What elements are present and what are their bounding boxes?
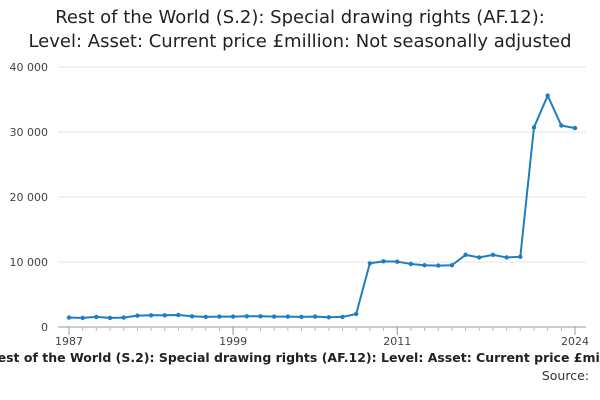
- y-tick-label: 30 000: [10, 126, 49, 139]
- data-point: [395, 259, 400, 264]
- data-point: [504, 255, 509, 260]
- line-chart: 0 10 000 20 000 30 000 40 000 1987 1999 2011 20…: [10, 61, 590, 348]
- y-tick-label: 40 000: [10, 61, 49, 74]
- data-point: [148, 313, 154, 318]
- data-point: [107, 315, 113, 321]
- data-point: [189, 314, 195, 319]
- data-point: [135, 313, 140, 318]
- data-point: [121, 315, 126, 320]
- data-point: [230, 314, 236, 319]
- chart-title: Rest of the World (S.2): Special drawing…: [0, 6, 600, 54]
- x-tick-label: 1999: [219, 335, 247, 348]
- data-point: [408, 261, 414, 267]
- data-point: [80, 315, 85, 321]
- y-tick-label: 20 000: [10, 191, 49, 204]
- x-tick-label: 1987: [55, 335, 83, 348]
- gridlines: [58, 66, 586, 263]
- data-point: [271, 314, 277, 319]
- y-tick-label: 0: [41, 321, 48, 334]
- data-point: [436, 263, 441, 268]
- data-point: [66, 315, 72, 320]
- data-point: [353, 311, 359, 317]
- data-point: [531, 125, 537, 130]
- data-point: [299, 314, 304, 320]
- chart-footer: Rest of the World (S.2): Special drawing…: [0, 350, 600, 390]
- data-point: [518, 254, 523, 259]
- data-point: [203, 314, 208, 320]
- series-line: [68, 94, 576, 319]
- series: [66, 93, 578, 321]
- data-point: [285, 314, 291, 319]
- data-point: [176, 312, 181, 318]
- data-point: [477, 255, 482, 260]
- data-point: [162, 313, 167, 318]
- data-point: [258, 314, 263, 319]
- data-point: [381, 259, 386, 264]
- data-point: [545, 93, 550, 98]
- data-point: [340, 314, 345, 320]
- data-point: [367, 261, 373, 266]
- source-label: Source:: [541, 368, 589, 383]
- x-tick-label: 2024: [561, 335, 589, 348]
- data-point: [463, 252, 468, 258]
- data-point: [244, 314, 249, 319]
- x-tick-label: 2011: [383, 335, 411, 348]
- data-point: [422, 263, 427, 268]
- chart-caption: Rest of the World (S.2): Special drawing…: [0, 350, 600, 365]
- x-tick-labels: 1987 1999 2011 2024: [55, 327, 589, 348]
- data-point: [217, 314, 222, 319]
- data-point: [449, 263, 455, 268]
- chart-title-line-1: Rest of the World (S.2): Special drawing…: [55, 7, 545, 28]
- data-point: [490, 252, 496, 258]
- data-point: [572, 125, 578, 131]
- data-point: [326, 315, 332, 320]
- y-axis: 0 10 000 20 000 30 000 40 000: [10, 61, 49, 334]
- data-point: [559, 123, 564, 128]
- chart-title-line-2: Level: Asset: Current price £million: No…: [28, 31, 572, 52]
- y-tick-label: 10 000: [10, 256, 49, 269]
- data-point: [94, 314, 99, 320]
- data-point: [312, 314, 318, 319]
